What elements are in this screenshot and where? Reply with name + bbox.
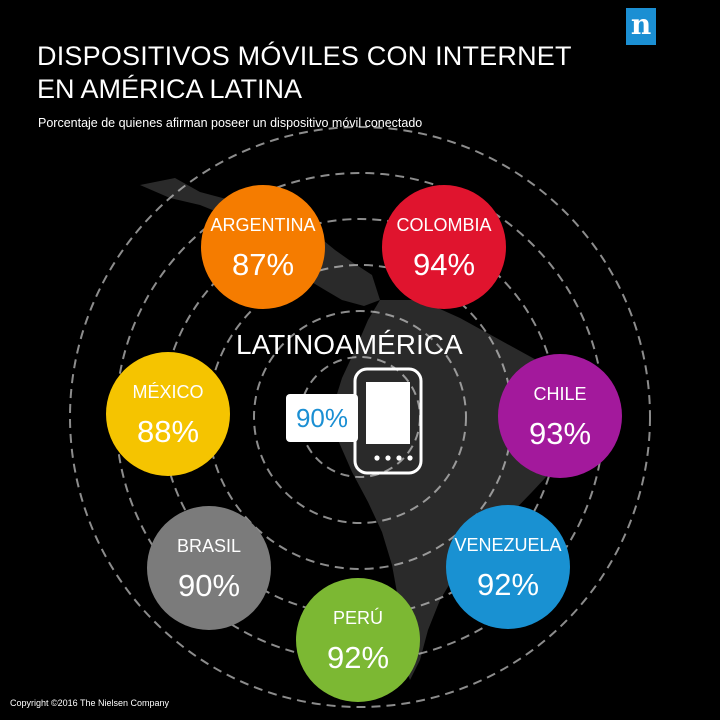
ring [69, 126, 651, 708]
bubble-peru: PERÚ 92% [296, 578, 420, 702]
logo-letter: n [630, 8, 652, 41]
bubble-argentina: ARGENTINA 87% [201, 185, 325, 309]
bubble-mexico: MÉXICO 88% [106, 352, 230, 476]
country-value: 92% [477, 567, 539, 602]
country-label: VENEZUELA [454, 535, 561, 555]
title-line-1: DISPOSITIVOS MÓVILES CON INTERNET [37, 41, 572, 71]
country-label: CHILE [533, 384, 586, 404]
subtitle: Porcentaje de quienes afirman poseer un … [38, 116, 423, 130]
country-value: 90% [178, 568, 240, 603]
bubble-circle [382, 185, 506, 309]
bubble-circle [106, 352, 230, 476]
smartphone-icon [353, 367, 423, 475]
country-label: BRASIL [177, 536, 241, 556]
country-value: 93% [529, 416, 591, 451]
bubble-brasil: BRASIL 90% [147, 506, 271, 630]
country-bubbles: ARGENTINA 87% COLOMBIA 94% MÉXICO 88% CHILE 93%… [106, 185, 622, 702]
bubble-circle [446, 505, 570, 629]
country-value: 87% [232, 247, 294, 282]
bubble-colombia: COLOMBIA 94% [382, 185, 506, 309]
country-value: 94% [413, 247, 475, 282]
country-label: ARGENTINA [210, 215, 315, 235]
copyright: Copyright ©2016 The Nielsen Company [10, 698, 170, 708]
center-value-badge: 90% [286, 394, 358, 442]
country-label: COLOMBIA [396, 215, 491, 235]
center-label: LATINOAMÉRICA [236, 329, 463, 360]
nielsen-logo-icon: n [626, 8, 656, 45]
bubble-circle [201, 185, 325, 309]
country-label: PERÚ [333, 607, 383, 628]
bubble-circle [498, 354, 622, 478]
country-value: 88% [137, 414, 199, 449]
country-value: 92% [327, 640, 389, 675]
title-line-2: EN AMÉRICA LATINA [37, 74, 303, 104]
ring [253, 310, 467, 524]
country-label: MÉXICO [132, 382, 203, 402]
bubble-chile: CHILE 93% [498, 354, 622, 478]
bubble-circle [147, 506, 271, 630]
bubble-circle [296, 578, 420, 702]
bubble-venezuela: VENEZUELA 92% [446, 505, 570, 629]
